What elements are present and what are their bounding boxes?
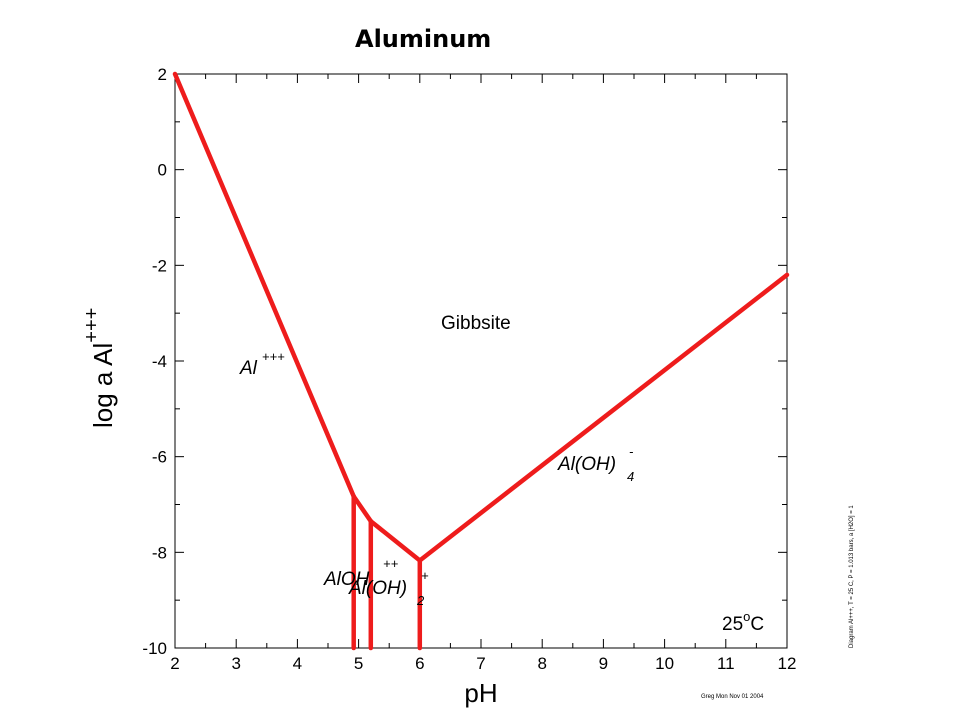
aloh-label: AlOH (323, 569, 370, 590)
gibbsite-label: Gibbsite (441, 313, 511, 334)
y-axis-title: log a Al+++ (81, 308, 118, 428)
x-tick-label: 11 (717, 654, 735, 673)
aloh2-label: Al(OH) (348, 578, 407, 599)
aloh2-label-sup: + (421, 568, 429, 583)
aloh2-label-base: Al(OH) (348, 578, 407, 599)
aloh4-label: Al(OH) (557, 454, 616, 475)
aloh4-label-sup: - (629, 444, 634, 459)
temperature-base: 25 (722, 614, 743, 635)
x-tick-label: 7 (476, 654, 485, 673)
x-tick-label: 9 (599, 654, 608, 673)
y-tick-label: -8 (152, 543, 167, 562)
boundary-layer (172, 71, 790, 651)
y-tick-label: -6 (152, 448, 167, 467)
aloh4-label-base: Al(OH) (557, 454, 616, 475)
diagram-footer: Greg Mon Nov 01 2004 (701, 694, 764, 700)
al3-label-base: Al (239, 358, 258, 379)
x-tick-label: 5 (354, 654, 363, 673)
aloh2-label-sub: 2 (416, 593, 425, 608)
aloh-label-sup: ++ (383, 556, 399, 571)
x-tick-label: 4 (293, 654, 302, 673)
y-axis-title-base: log a Al (88, 343, 118, 428)
x-tick-label: 8 (537, 654, 546, 673)
boundary-line (417, 272, 790, 563)
aloh-label-base: AlOH (323, 569, 370, 590)
y-tick-label: -10 (142, 639, 167, 658)
y-axis-title-sup: +++ (81, 308, 103, 343)
x-tick-label: 12 (778, 654, 797, 673)
y-tick-label: 2 (158, 65, 167, 84)
y-tick-label: -4 (152, 352, 167, 371)
al3-label-sup: +++ (262, 349, 285, 364)
slide-title: Aluminum (355, 25, 492, 53)
diagram-side-note: Diagram Al+++, T = 25 C, P = 1.013 bars,… (849, 505, 855, 648)
y-tick-label: -2 (152, 256, 167, 275)
x-tick-label: 2 (170, 654, 179, 673)
boundary-line (351, 494, 374, 524)
x-axis-title: pH (464, 678, 497, 708)
temperature-unit: C (750, 614, 764, 635)
temperature-degree: o (743, 609, 750, 624)
x-tick-label: 6 (415, 654, 424, 673)
boundary-line (368, 518, 423, 563)
x-tick-label: 3 (231, 654, 240, 673)
x-tick-label: 10 (655, 654, 674, 673)
y-tick-label: 0 (158, 161, 167, 180)
aloh4-label-sub: 4 (627, 469, 634, 484)
al3-label: Al +++ (239, 349, 285, 379)
temperature-label: 25oC (722, 609, 764, 635)
boundary-line (172, 71, 356, 499)
